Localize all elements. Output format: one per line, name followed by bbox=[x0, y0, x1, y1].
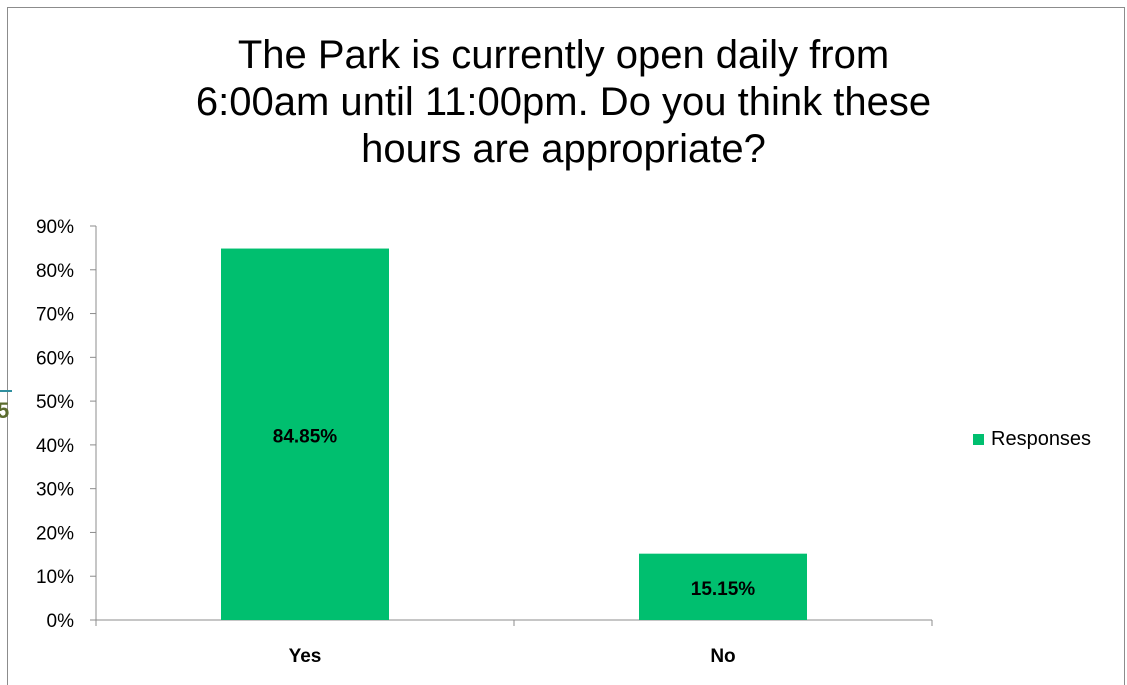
background-fragment-text: 5 bbox=[0, 398, 10, 423]
background-fragment-line bbox=[0, 390, 12, 392]
y-tick-label: 80% bbox=[36, 261, 74, 282]
y-tick-label: 10% bbox=[36, 567, 74, 588]
chart-title-line: hours are appropriate? bbox=[361, 127, 766, 171]
data-label: 15.15% bbox=[691, 579, 756, 600]
bar bbox=[221, 248, 389, 620]
data-label: 84.85% bbox=[273, 426, 338, 447]
y-tick-label: 70% bbox=[36, 305, 74, 326]
chart-title: The Park is currently open daily from 6:… bbox=[0, 32, 1127, 173]
y-tick-label: 20% bbox=[36, 523, 74, 544]
x-category-label: Yes bbox=[289, 646, 322, 667]
y-tick-label: 30% bbox=[36, 480, 74, 501]
legend-label: Responses bbox=[991, 428, 1092, 450]
legend-swatch bbox=[973, 434, 984, 445]
bar bbox=[639, 553, 807, 620]
chart-title-line: 6:00am until 11:00pm. Do you think these bbox=[195, 80, 932, 124]
y-tick-label: 90% bbox=[36, 217, 74, 238]
y-tick-label: 50% bbox=[36, 392, 74, 413]
chart-frame bbox=[7, 7, 1125, 685]
x-category-label: No bbox=[710, 646, 735, 667]
legend: Responses bbox=[973, 428, 1091, 451]
chart-title-line: The Park is currently open daily from bbox=[237, 33, 890, 77]
y-tick-label: 0% bbox=[47, 611, 75, 632]
y-tick-label: 40% bbox=[36, 436, 74, 457]
y-tick-label: 60% bbox=[36, 348, 74, 369]
